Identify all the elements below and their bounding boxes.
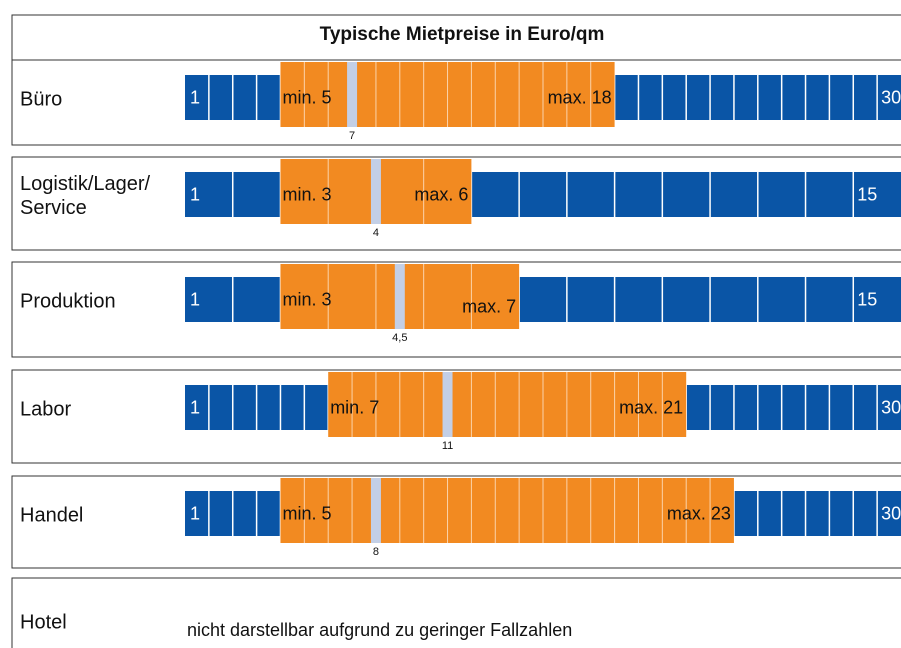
scale-end-label: 30 bbox=[881, 397, 901, 417]
range-box bbox=[280, 478, 734, 543]
median-marker bbox=[370, 478, 381, 543]
min-label: min. 5 bbox=[282, 503, 331, 523]
median-marker bbox=[347, 62, 358, 127]
max-label: max. 18 bbox=[548, 87, 612, 107]
max-label: max. 21 bbox=[619, 397, 683, 417]
row-label: Logistik/Lager/Service bbox=[20, 173, 151, 219]
row-label: Hotel bbox=[20, 611, 67, 633]
scale-end-label: 30 bbox=[881, 503, 901, 523]
title-box bbox=[11, 14, 901, 61]
max-label: max. 7 bbox=[462, 296, 516, 316]
row-label-line: Service bbox=[20, 197, 87, 219]
median-label: 7 bbox=[349, 130, 355, 142]
min-label: min. 5 bbox=[282, 87, 331, 107]
row-label: Büro bbox=[20, 88, 62, 110]
median-marker bbox=[394, 264, 405, 329]
median-marker bbox=[442, 372, 453, 437]
range-box bbox=[328, 372, 687, 437]
median-label: 11 bbox=[442, 440, 453, 452]
min-label: min. 7 bbox=[330, 397, 379, 417]
row-label-line: Logistik/Lager/ bbox=[20, 173, 151, 195]
scale-start-label: 1 bbox=[190, 87, 200, 107]
median-label: 4 bbox=[373, 227, 379, 239]
title: Typische Mietpreise in Euro/qm bbox=[320, 24, 605, 45]
row-label: Handel bbox=[20, 504, 83, 526]
scale-end-label: 15 bbox=[857, 289, 877, 309]
scale-end-label: 15 bbox=[857, 184, 877, 204]
hotel-box bbox=[11, 577, 901, 648]
row-label: Labor bbox=[20, 398, 71, 420]
min-label: min. 3 bbox=[282, 184, 331, 204]
scale-end-label: 30 bbox=[881, 87, 901, 107]
scale-start-label: 1 bbox=[190, 289, 200, 309]
row-label: Produktion bbox=[20, 290, 116, 312]
max-label: max. 23 bbox=[667, 503, 731, 523]
scale-start-label: 1 bbox=[190, 503, 200, 523]
median-label: 4,5 bbox=[392, 332, 407, 344]
median-label: 8 bbox=[373, 546, 379, 558]
min-label: min. 3 bbox=[282, 289, 331, 309]
scale-start-label: 1 bbox=[190, 397, 200, 417]
max-label: max. 6 bbox=[414, 184, 468, 204]
median-marker bbox=[370, 159, 381, 224]
hotel-note: nicht darstellbar aufgrund zu geringer F… bbox=[187, 620, 572, 640]
scale-start-label: 1 bbox=[190, 184, 200, 204]
